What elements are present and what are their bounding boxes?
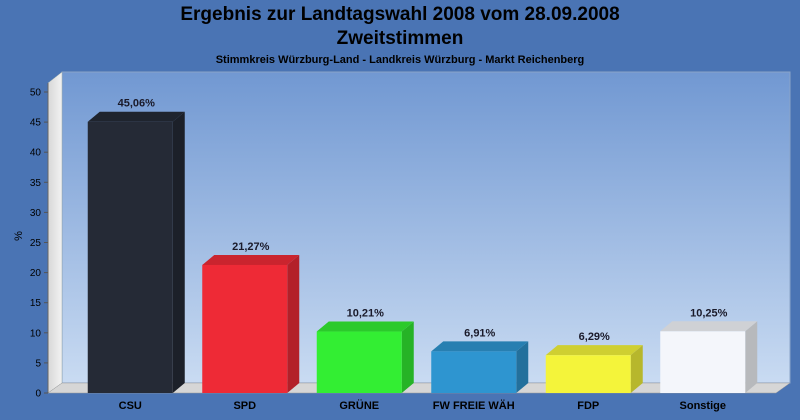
data-label: 6,29% bbox=[579, 331, 610, 343]
x-category-label: FDP bbox=[577, 400, 599, 412]
bar-side bbox=[516, 341, 529, 393]
data-label: 10,21% bbox=[347, 308, 385, 320]
y-tick-label: 35 bbox=[30, 178, 42, 189]
y-tick-label: 5 bbox=[35, 358, 41, 369]
y-tick-label: 25 bbox=[30, 238, 42, 249]
y-tick-label: 20 bbox=[30, 268, 42, 279]
bar-fdp bbox=[545, 345, 643, 393]
y-tick-label: 45 bbox=[30, 118, 42, 129]
bar-sonstige bbox=[660, 321, 758, 393]
bar-top bbox=[431, 341, 529, 352]
x-category-label: CSU bbox=[119, 400, 142, 412]
bar-front bbox=[316, 331, 402, 393]
bar-side bbox=[287, 254, 300, 393]
bar-front bbox=[87, 121, 173, 393]
y-tick-label: 10 bbox=[30, 328, 42, 339]
chart-title-line2: Zweitstimmen bbox=[336, 28, 464, 49]
bar-fw-freie-wäh bbox=[431, 341, 529, 393]
data-label: 21,27% bbox=[232, 241, 270, 253]
bar-front bbox=[431, 351, 517, 393]
y-tick-label: 15 bbox=[30, 298, 42, 309]
bar-front bbox=[660, 331, 746, 393]
bar-side bbox=[630, 345, 643, 393]
data-label: 10,25% bbox=[690, 307, 728, 319]
bar-side bbox=[401, 321, 414, 393]
bar-front bbox=[545, 355, 631, 393]
x-category-label: SPD bbox=[233, 400, 256, 412]
y-tick-label: 50 bbox=[30, 88, 42, 99]
y-tick-label: 0 bbox=[35, 389, 41, 400]
chart-title: Ergebnis zur Landtagswahl 2008 vom 28.09… bbox=[180, 4, 620, 25]
bar-grüne bbox=[316, 321, 414, 393]
bar-top bbox=[202, 254, 300, 265]
y-tick-label: 30 bbox=[30, 208, 42, 219]
bar-side bbox=[745, 321, 758, 393]
bar-top bbox=[545, 345, 643, 356]
y-axis-label: % bbox=[13, 231, 25, 241]
chart-subtitle: Stimmkreis Würzburg-Land - Landkreis Wür… bbox=[215, 54, 585, 66]
x-category-label: FW FREIE WÄH bbox=[433, 399, 515, 412]
bar-csu bbox=[87, 111, 185, 393]
plot-left-wall bbox=[47, 71, 63, 394]
y-tick-label: 40 bbox=[30, 148, 42, 159]
bar-spd bbox=[202, 254, 300, 393]
x-category-label: GRÜNE bbox=[339, 399, 379, 412]
x-category-label: Sonstige bbox=[680, 400, 726, 412]
bar-front bbox=[202, 264, 288, 393]
bar-top bbox=[87, 111, 185, 122]
bar-side bbox=[172, 111, 185, 393]
bar-top bbox=[316, 321, 414, 332]
data-label: 45,06% bbox=[118, 98, 156, 110]
bar-top bbox=[660, 321, 758, 332]
data-label: 6,91% bbox=[464, 327, 495, 339]
